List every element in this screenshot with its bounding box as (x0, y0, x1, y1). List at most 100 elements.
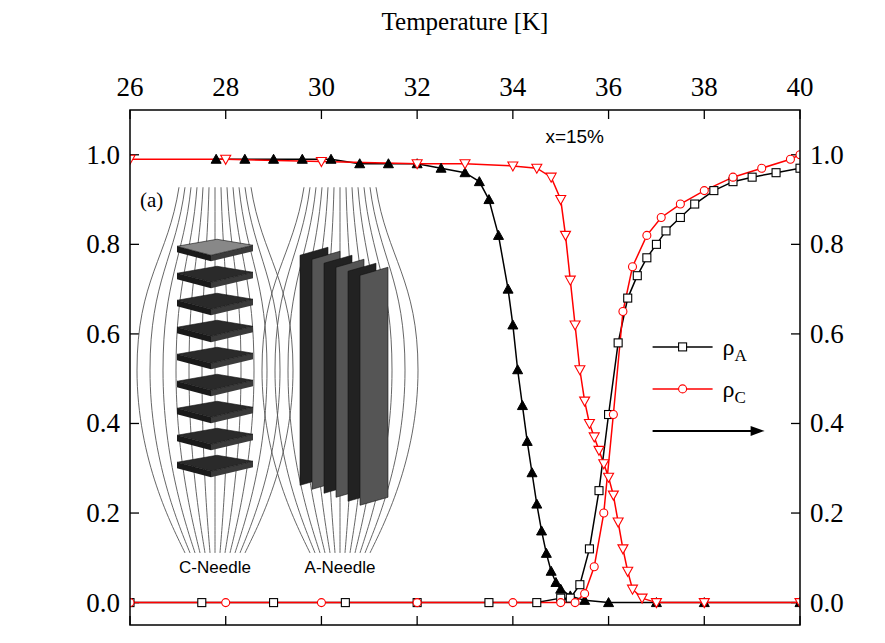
axis-arrow-head (751, 426, 765, 436)
y2-tick-label: 0.8 (810, 229, 844, 259)
point (585, 545, 593, 553)
point (412, 160, 422, 169)
frame (130, 110, 800, 625)
series-line (130, 168, 800, 602)
point (676, 213, 684, 221)
point (643, 231, 651, 239)
point (624, 294, 632, 302)
point (355, 159, 365, 168)
point (651, 598, 661, 607)
point (556, 584, 566, 593)
point (584, 419, 594, 428)
y-tick-label: 0.8 (86, 229, 120, 259)
point (484, 195, 494, 204)
point (710, 187, 718, 195)
y2-tick-label: 0.4 (810, 408, 844, 438)
series-line (216, 159, 800, 602)
point (198, 599, 206, 607)
plate-top (177, 428, 253, 444)
point (633, 272, 641, 280)
point (599, 460, 609, 469)
point (700, 187, 708, 195)
point (317, 599, 325, 607)
legend-label: ρA (723, 334, 748, 365)
point (527, 468, 537, 477)
point (485, 599, 493, 607)
point (637, 594, 647, 603)
point (541, 548, 551, 557)
legend-marker (679, 343, 687, 351)
point (513, 365, 523, 374)
y-tick (130, 423, 139, 424)
point (604, 473, 614, 482)
x-tick-bottom (225, 616, 226, 625)
point (571, 599, 579, 607)
point (748, 173, 756, 181)
point (517, 401, 527, 410)
x-tick-bottom (321, 616, 322, 625)
y-tick-label: 0.2 (86, 498, 120, 528)
y2-tick (791, 512, 800, 513)
x-tick-label: 28 (212, 72, 239, 102)
point (546, 566, 556, 575)
point (316, 158, 326, 167)
point (537, 526, 547, 535)
plate-top (177, 266, 253, 282)
label-patch (138, 188, 170, 212)
point (729, 173, 737, 181)
point (594, 446, 604, 455)
point (240, 154, 250, 163)
plate-top (177, 401, 253, 417)
x-tick-bottom (512, 616, 513, 625)
point (619, 308, 627, 316)
point (413, 599, 421, 607)
y2-tick (791, 423, 800, 424)
annotation: x=15% (545, 126, 604, 147)
x-tick-label: 26 (117, 72, 144, 102)
point (629, 263, 637, 271)
point (474, 177, 484, 186)
point (413, 599, 421, 607)
field-line (176, 187, 200, 553)
legend-label: ρC (723, 376, 746, 407)
inset-label: C-Needle (179, 558, 251, 577)
point (270, 599, 278, 607)
x-tick-label: 32 (404, 72, 431, 102)
inset (137, 187, 418, 553)
point (600, 509, 608, 517)
x-tick-top (512, 110, 513, 119)
point (590, 563, 598, 571)
point (618, 545, 628, 554)
point (297, 154, 307, 163)
field-line (137, 187, 185, 553)
point (533, 599, 541, 607)
data-group (130, 151, 800, 608)
field-line (150, 187, 190, 553)
x-tick-label: 34 (499, 72, 527, 102)
x-tick-top (321, 110, 322, 119)
axis-arrow (653, 430, 753, 432)
point (608, 491, 618, 500)
point (570, 321, 580, 330)
y-tick (130, 244, 139, 245)
point (522, 436, 532, 445)
point (269, 154, 279, 163)
series-line (130, 155, 800, 603)
plate-top (177, 293, 253, 309)
point (628, 585, 638, 594)
point (575, 366, 585, 375)
point (532, 164, 542, 173)
slab (360, 267, 388, 505)
point (604, 598, 614, 607)
point (662, 227, 670, 235)
y2-tick (791, 333, 800, 334)
y2-tick-label: 1.0 (810, 140, 844, 170)
point (758, 164, 766, 172)
point (691, 200, 699, 208)
field-line (240, 187, 280, 553)
x-tick-top (704, 110, 705, 119)
plate-top (177, 320, 253, 336)
chart: Temperature [K]26283032343638400.00.20.4… (0, 0, 885, 643)
y-tick (130, 333, 139, 334)
y-tick-label: 0.0 (86, 588, 120, 618)
